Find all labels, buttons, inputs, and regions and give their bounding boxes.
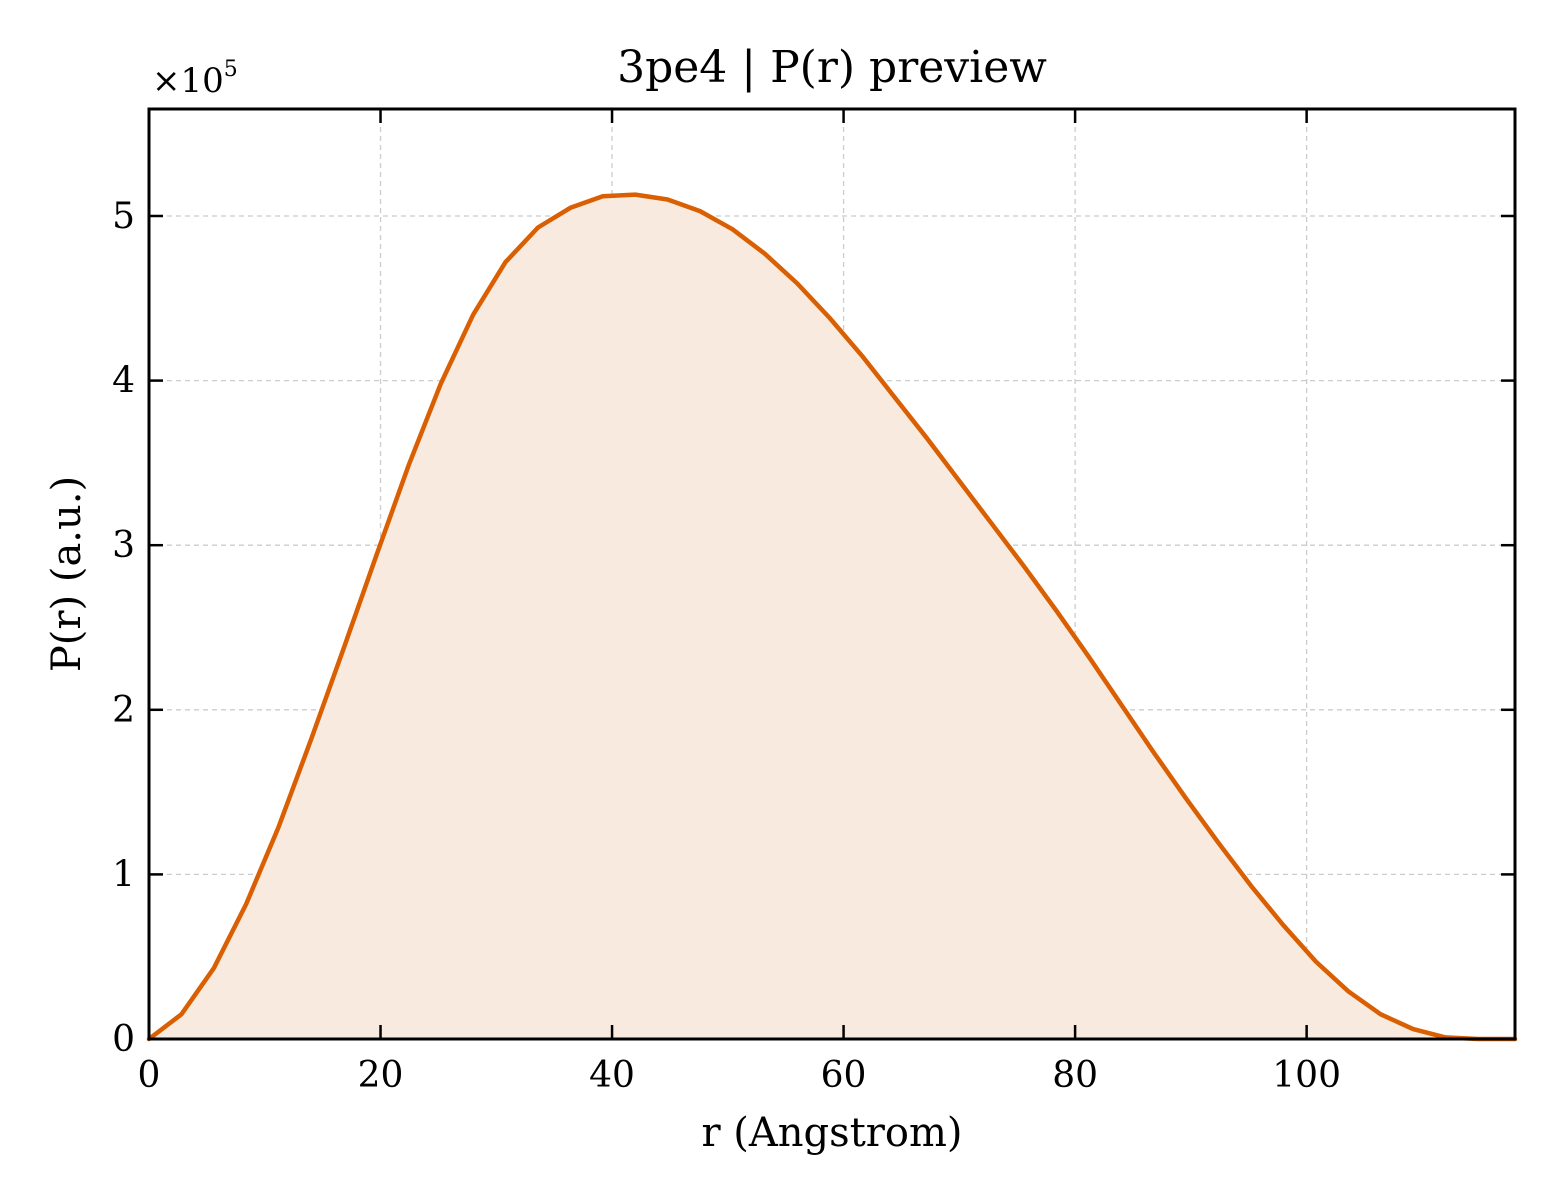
chart-title: 3pe4 | P(r) preview xyxy=(617,42,1047,93)
y-tick-label: 0 xyxy=(112,1019,135,1060)
x-tick-label: 80 xyxy=(1052,1055,1098,1096)
x-tick-label: 0 xyxy=(138,1055,161,1096)
y-axis-multiplier: ×105 xyxy=(152,57,238,101)
y-tick-label: 5 xyxy=(112,196,135,237)
x-tick-label: 60 xyxy=(821,1055,867,1096)
y-tick-label: 4 xyxy=(112,361,135,402)
series-line xyxy=(146,192,1518,1042)
x-tick-label: 40 xyxy=(589,1055,635,1096)
y-tick-label: 3 xyxy=(112,525,135,566)
y-tick-label: 2 xyxy=(112,690,135,731)
y-axis-label: P(r) (a.u.) xyxy=(44,476,90,672)
y-tick-label: 1 xyxy=(112,854,135,895)
area-fill xyxy=(149,194,1515,1040)
x-tick-label: 100 xyxy=(1272,1055,1341,1096)
plot-frame xyxy=(147,107,1517,1041)
y-multiplier-base: ×10 xyxy=(152,61,224,101)
x-tick-label: 20 xyxy=(358,1055,404,1096)
x-axis-label: r (Angstrom) xyxy=(701,1110,962,1156)
y-multiplier-exponent: 5 xyxy=(224,57,238,82)
ticks: 0 20 40 60 80 100 0 1 2 3 4 5 xyxy=(112,109,1515,1096)
